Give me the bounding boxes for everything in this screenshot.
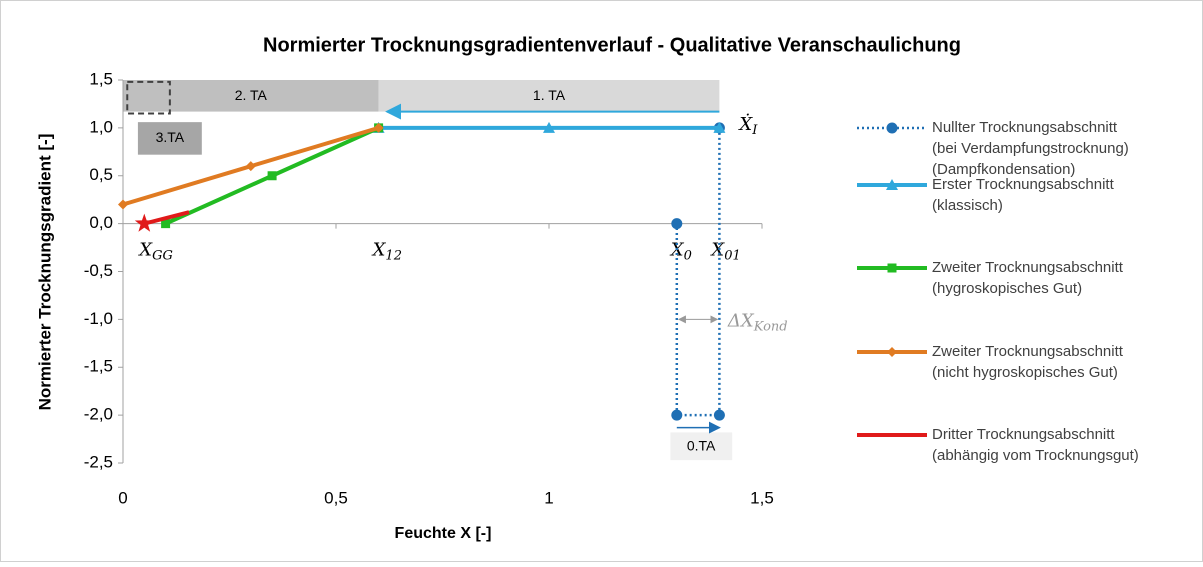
marker [245, 161, 256, 172]
x-tick-label: 1,5 [750, 488, 774, 507]
annotation-x_i: ẊI [737, 112, 758, 138]
legend-line: (abhängig vom Trocknungsgut) [932, 447, 1139, 464]
legend-label: Dritter Trocknungsabschnitt (abhängig vom… [932, 426, 1139, 464]
marker [887, 263, 897, 273]
ta2-box [123, 80, 379, 112]
chart-title: Normierter Trocknungsgradientenverlauf -… [263, 34, 961, 56]
x-tick-label: 0 [118, 488, 127, 507]
y-tick-label: 1,5 [89, 69, 113, 88]
marker [161, 219, 171, 229]
annotation-x_01: X01 [709, 239, 740, 263]
annotation-base: Ẋ [737, 112, 753, 135]
y-axis-label: Normierter Trocknungsgradient [-] [35, 134, 54, 411]
y-tick-label: -1,0 [84, 309, 113, 328]
marker [671, 218, 683, 230]
legend-label: Erster Trocknungsabschnitt (klassisch) [932, 176, 1115, 214]
annotation-x_gg: XGG [137, 239, 173, 263]
annotation-sub: GG [152, 248, 173, 263]
ta2-label: 2. TA [235, 87, 268, 103]
x-tick-label: 0,5 [324, 488, 348, 507]
annotation-sub: 01 [724, 248, 741, 263]
legend-label: Nullter Trocknungsabschnitt (bei Verdampf… [932, 119, 1129, 178]
legend-line: (Dampfkondensation) [932, 161, 1075, 178]
series-line [675, 127, 721, 417]
marker [671, 409, 683, 421]
marker [373, 122, 384, 133]
ta1-box [378, 80, 720, 112]
y-tick-label: -2,5 [84, 452, 113, 471]
marker [713, 409, 725, 421]
legend-line: (nicht hygroskopisches Gut) [932, 364, 1118, 381]
x-tick-label: 1 [544, 488, 553, 507]
annotation-base: X [371, 239, 387, 260]
marker [713, 121, 726, 133]
marker [118, 199, 128, 210]
annotation-sub: I [751, 123, 758, 138]
annotation-x_12: X12 [371, 239, 402, 263]
marker [134, 213, 154, 232]
legend-line: Erster Trocknungsabschnitt [932, 176, 1115, 193]
ta1-label: 1. TA [533, 87, 566, 103]
y-tick-label: -1,5 [84, 357, 113, 376]
marker [543, 121, 555, 133]
annotation-base: X [709, 239, 725, 260]
legend-line: Zweiter Trocknungsabschnitt [932, 259, 1124, 276]
ta3-dashed-box [126, 80, 171, 115]
annotation-sub: 0 [684, 248, 692, 263]
annotation-dx_kond: ΔXKond [727, 310, 788, 334]
ta0-box [670, 432, 733, 461]
marker [267, 171, 277, 181]
annotation-sub: 12 [385, 248, 402, 263]
ta3-box [137, 122, 202, 155]
ta3-label: 3.TA [156, 129, 185, 145]
x-axis-label: Feuchte X [-] [395, 525, 492, 542]
y-tick-label: -0,5 [84, 261, 113, 280]
legend-label: Zweiter Trocknungsabschnitt (nicht hygros… [932, 343, 1124, 381]
annotation-base: X [137, 239, 153, 260]
marker [886, 179, 898, 190]
legend-line: Dritter Trocknungsabschnitt [932, 426, 1115, 443]
legend-label: Zweiter Trocknungsabschnitt (hygroskopisc… [932, 259, 1124, 297]
marker [886, 122, 898, 134]
legend-line: (klassisch) [932, 197, 1003, 214]
legend-line: (bei Verdampfungstrocknung) [932, 140, 1129, 157]
y-tick-label: 0,5 [89, 165, 113, 184]
legend-line: Nullter Trocknungsabschnitt [932, 119, 1118, 136]
legend-line: Zweiter Trocknungsabschnitt [932, 343, 1124, 360]
y-tick-label: 0,0 [89, 213, 113, 232]
ta0-label: 0.TA [687, 437, 716, 453]
y-tick-label: -2,0 [84, 405, 113, 424]
y-tick-label: 1,0 [89, 117, 113, 136]
annotation-sub: Kond [753, 319, 788, 334]
annotation-base: ΔX [727, 310, 755, 331]
marker [887, 347, 897, 357]
legend-line: (hygroskopisches Gut) [932, 280, 1082, 297]
